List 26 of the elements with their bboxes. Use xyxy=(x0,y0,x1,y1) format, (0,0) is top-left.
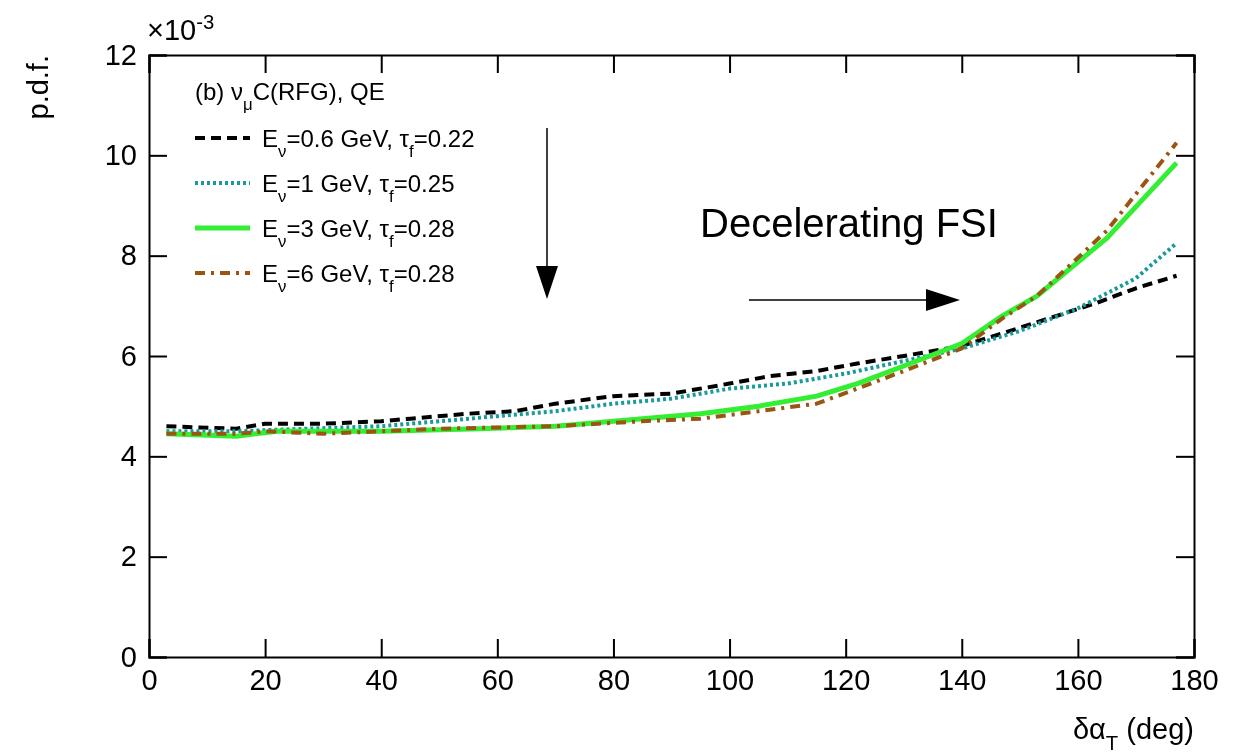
legend-title: (b) ν$_{μ}$C(RFG), QE xyxy=(195,78,385,114)
legend-label: E$_{ν}$=1 GeV, τ$_{f}$=0.25 xyxy=(262,170,455,206)
x-tick-label: 20 xyxy=(249,663,282,696)
x-tick-label: 0 xyxy=(141,663,158,696)
x-tick-label: 180 xyxy=(1170,663,1219,696)
y-tick-label: 0 xyxy=(120,640,137,673)
x-tick-label: 80 xyxy=(597,663,631,696)
y-tick-label: 8 xyxy=(120,239,137,272)
y-tick-label: 12 xyxy=(104,38,137,71)
x-tick-label: 100 xyxy=(705,663,755,696)
legend-label: E$_{ν}$=3 GeV, τ$_{f}$=0.28 xyxy=(262,215,455,251)
y-axis-title: p.d.f. xyxy=(22,55,54,120)
x-tick-label: 40 xyxy=(365,663,398,696)
text: ×10$^{-3}$ xyxy=(147,11,215,46)
x-tick-label: 120 xyxy=(821,663,871,696)
legend-label: E$_{ν}$=6 GeV, τ$_{f}$=0.28 xyxy=(262,260,455,296)
x-tick-label: 140 xyxy=(938,663,987,696)
x-tick-label: 160 xyxy=(1054,663,1103,696)
legend-label: E$_{ν}$=0.6 GeV, τ$_{f}$=0.22 xyxy=(262,125,475,161)
y-tick-label: 4 xyxy=(120,440,137,473)
y-tick-label: 6 xyxy=(120,339,137,372)
y-tick-label: 2 xyxy=(120,540,137,573)
x-axis-title: δα$_{T}$ (deg) xyxy=(1072,713,1194,753)
x-tick-label: 60 xyxy=(481,663,514,696)
y-tick-label: 10 xyxy=(104,139,137,172)
annotation: Decelerating FSI xyxy=(700,201,998,245)
